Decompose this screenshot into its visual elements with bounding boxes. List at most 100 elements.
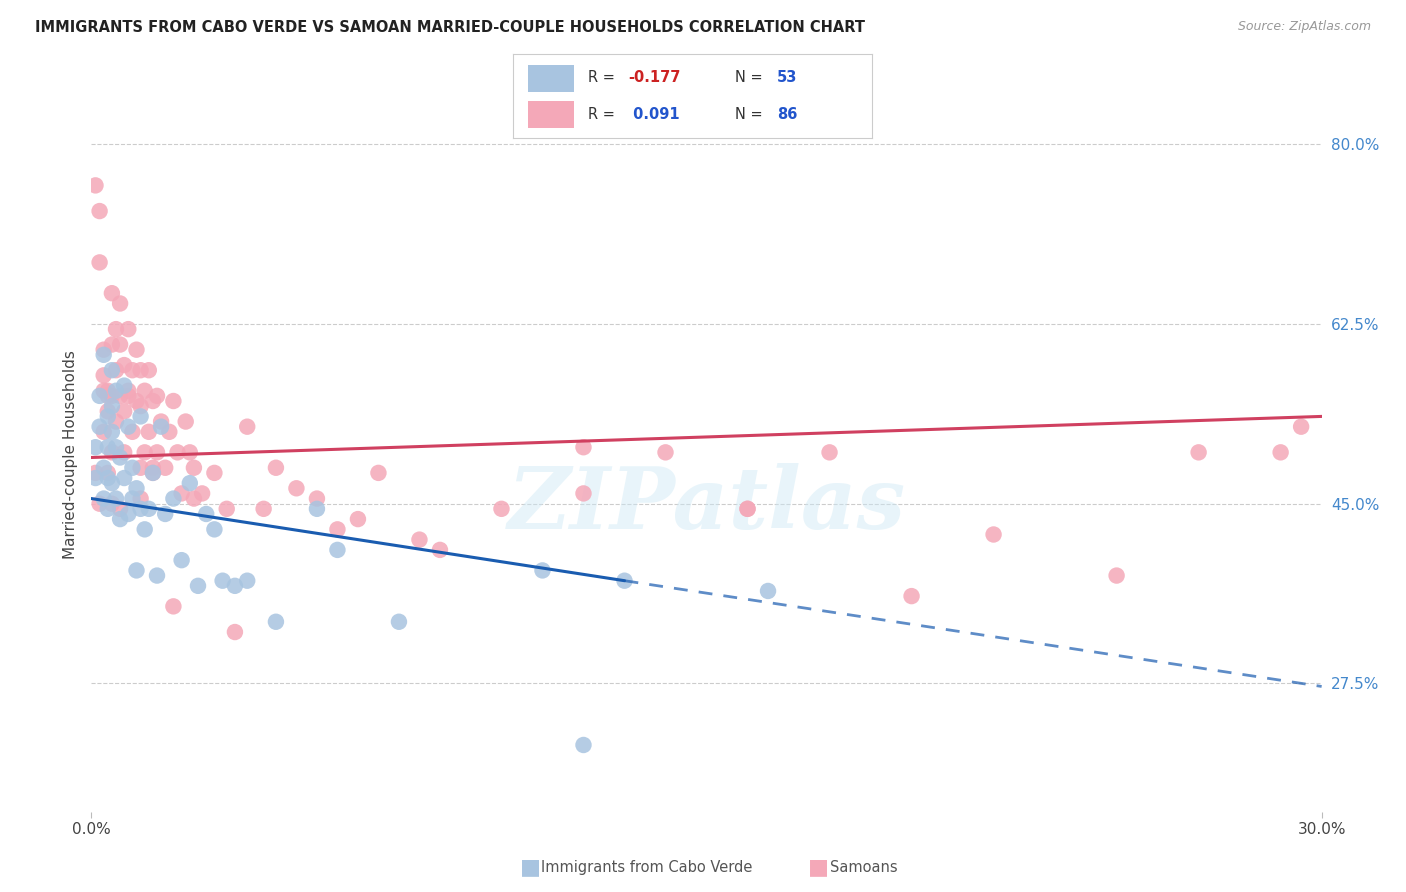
Point [112, 404, 135, 418]
Point [125, 563, 148, 577]
Point [93, 368, 115, 383]
Point [305, 491, 328, 506]
Point [84, 178, 107, 193]
Point [572, 486, 595, 500]
Point [108, 450, 131, 465]
Point [264, 460, 287, 475]
Point [101, 389, 124, 403]
Point [97, 440, 120, 454]
Point [253, 501, 276, 516]
Point [134, 445, 156, 459]
Point [429, 542, 451, 557]
Point [89, 255, 111, 269]
Point [89, 419, 111, 434]
Point [179, 445, 201, 459]
Point [117, 507, 139, 521]
Point [224, 625, 246, 640]
Point [142, 460, 165, 475]
Point [101, 445, 124, 459]
Point [183, 460, 205, 475]
Point [105, 322, 127, 336]
Point [138, 425, 160, 439]
Point [367, 466, 389, 480]
Y-axis label: Married-couple Households: Married-couple Households [62, 351, 77, 559]
Point [108, 337, 131, 351]
Point [105, 415, 127, 429]
Point [491, 501, 513, 516]
Point [572, 738, 595, 752]
Point [134, 384, 156, 398]
Point [101, 286, 124, 301]
Point [146, 568, 169, 582]
Point [150, 419, 173, 434]
Point [264, 615, 287, 629]
Point [202, 522, 225, 536]
Point [191, 486, 214, 500]
Point [89, 389, 111, 403]
Point [108, 296, 131, 310]
Point [121, 425, 143, 439]
Text: 0.091: 0.091 [628, 107, 679, 122]
Point [737, 501, 759, 516]
Point [97, 404, 120, 418]
Point [108, 501, 131, 516]
Point [121, 491, 143, 506]
Point [157, 425, 180, 439]
Point [125, 343, 148, 357]
Point [170, 553, 193, 567]
Point [97, 409, 120, 424]
Point [97, 466, 120, 480]
Point [756, 584, 779, 599]
Point [129, 399, 152, 413]
Point [153, 460, 177, 475]
Point [93, 425, 115, 439]
Point [195, 507, 218, 521]
Point [108, 512, 131, 526]
Point [117, 384, 139, 398]
Point [983, 527, 1005, 541]
Point [84, 466, 107, 480]
Point [146, 389, 169, 403]
Point [170, 486, 193, 500]
Point [134, 522, 156, 536]
Point [138, 363, 160, 377]
Point [138, 501, 160, 516]
Point [150, 415, 173, 429]
Point [101, 476, 124, 491]
Point [1270, 445, 1292, 459]
Point [101, 497, 124, 511]
Point [305, 501, 328, 516]
Point [97, 471, 120, 485]
Point [112, 358, 135, 372]
Point [97, 389, 120, 403]
Text: R =: R = [589, 70, 620, 85]
Point [93, 348, 115, 362]
Point [129, 409, 152, 424]
Point [162, 599, 184, 614]
Point [125, 394, 148, 409]
Point [285, 481, 308, 495]
Text: 86: 86 [776, 107, 797, 122]
Point [84, 471, 107, 485]
Bar [527, 64, 574, 92]
Point [121, 363, 143, 377]
Point [105, 491, 127, 506]
Point [117, 389, 139, 403]
Point [142, 394, 165, 409]
Point [326, 542, 349, 557]
Point [166, 445, 188, 459]
Point [101, 399, 124, 413]
Point [211, 574, 233, 588]
Point [105, 363, 127, 377]
Point [112, 471, 135, 485]
Point [326, 522, 349, 536]
Point [179, 476, 201, 491]
Point [125, 481, 148, 495]
Point [236, 574, 259, 588]
Point [183, 491, 205, 506]
Point [97, 501, 120, 516]
Point [572, 440, 595, 454]
Point [224, 579, 246, 593]
Point [105, 440, 127, 454]
Text: R =: R = [589, 107, 620, 122]
